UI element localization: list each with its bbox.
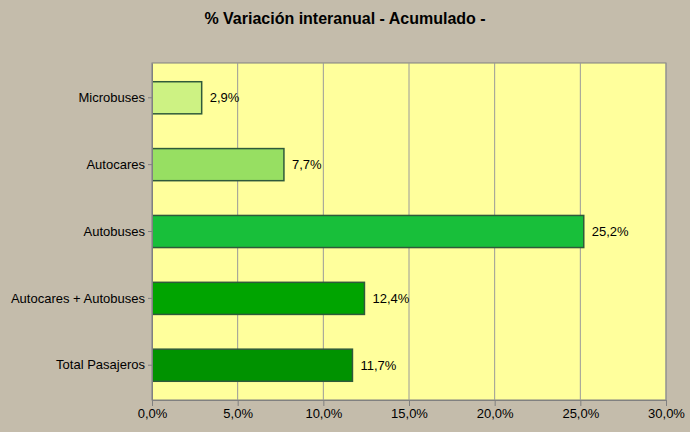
x-tick: 10,0% bbox=[305, 400, 342, 421]
y-tick: Autobuses bbox=[84, 224, 152, 239]
plot: 2,9% 7,7% 25,2% 12,4% 11,7% 0,0% 5,0% 10,0% 15,0… bbox=[11, 63, 685, 421]
x-tick: 0,0% bbox=[138, 400, 168, 421]
bar bbox=[152, 349, 352, 381]
y-tick-mark bbox=[148, 298, 152, 299]
y-tick-label: Total Pasajeros bbox=[56, 357, 145, 372]
title: % Variación interanual - Acumulado - bbox=[204, 10, 485, 27]
y-tick: Total Pasajeros bbox=[56, 357, 152, 372]
grid bbox=[152, 63, 666, 400]
y-tick: Microbuses bbox=[79, 90, 152, 105]
x-tick: 30,0% bbox=[648, 400, 685, 421]
x-tick: 15,0% bbox=[391, 400, 428, 421]
x-tick-mark bbox=[666, 400, 667, 406]
y-tick: Autocares + Autobuses bbox=[11, 291, 152, 306]
x-tick-mark bbox=[495, 400, 496, 406]
x-tick-label: 30,0% bbox=[648, 406, 685, 421]
x-tick-label: 10,0% bbox=[305, 406, 342, 421]
grid-line bbox=[666, 63, 667, 400]
y-tick-mark bbox=[148, 97, 152, 98]
y-tick-label: Autobuses bbox=[84, 224, 146, 239]
plot-area bbox=[152, 63, 666, 400]
background bbox=[0, 0, 690, 432]
x-tick-mark bbox=[323, 400, 324, 406]
x-tick-label: 25,0% bbox=[562, 406, 599, 421]
x-tick: 5,0% bbox=[223, 400, 253, 421]
x-tick-mark bbox=[409, 400, 410, 406]
data-labels: 2,9% 7,7% 25,2% 12,4% 11,7% bbox=[210, 90, 629, 372]
x-tick-label: 0,0% bbox=[138, 406, 168, 421]
x-tick-label: 15,0% bbox=[391, 406, 428, 421]
y-tick-mark bbox=[148, 365, 152, 366]
y-tick: Autocares bbox=[86, 157, 152, 172]
y-tick-label: Autocares + Autobuses bbox=[11, 291, 146, 306]
bar bbox=[152, 82, 202, 114]
data-label: 12,4% bbox=[372, 291, 409, 306]
x-tick-mark bbox=[152, 400, 153, 406]
bar bbox=[152, 149, 284, 181]
y-tick-mark bbox=[148, 164, 152, 165]
bar bbox=[152, 215, 584, 247]
chart: % Variación interanual - Acumulado - 2,9%… bbox=[0, 0, 690, 432]
y-axis-line bbox=[152, 64, 153, 401]
data-label: 25,2% bbox=[592, 224, 629, 239]
y-tick-mark bbox=[148, 231, 152, 232]
bar bbox=[152, 282, 364, 314]
x-tick: 20,0% bbox=[477, 400, 514, 421]
data-label: 11,7% bbox=[360, 358, 396, 373]
x-tick-mark bbox=[580, 400, 581, 406]
bars bbox=[152, 82, 584, 382]
x-tick-label: 20,0% bbox=[477, 406, 514, 421]
x-tick-mark bbox=[238, 400, 239, 406]
y-axis: Microbuses Autocares Autobuses Autocares + … bbox=[11, 64, 153, 401]
x-tick: 25,0% bbox=[562, 400, 599, 421]
x-axis: 0,0% 5,0% 10,0% 15,0% 20,0% 25,0% 30,0% bbox=[138, 400, 686, 421]
y-tick-label: Autocares bbox=[86, 157, 145, 172]
x-tick-label: 5,0% bbox=[223, 406, 253, 421]
data-label: 7,7% bbox=[292, 157, 322, 172]
data-label: 2,9% bbox=[210, 90, 240, 105]
y-tick-label: Microbuses bbox=[79, 90, 146, 105]
